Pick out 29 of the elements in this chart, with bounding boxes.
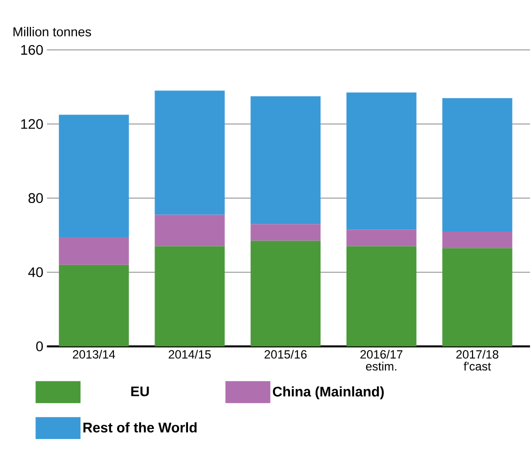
bar — [442, 231, 512, 248]
x-tick-label: 2017/18 f'cast — [456, 350, 498, 370]
bar — [442, 248, 512, 346]
y-tick-label: 80 — [28, 193, 43, 203]
y-tick-label: 0 — [36, 341, 43, 352]
bar — [154, 90, 225, 215]
x-tick-label: 2014/15 — [168, 350, 211, 359]
bar — [58, 236, 129, 265]
bar — [442, 98, 512, 232]
bar — [154, 214, 225, 246]
bar — [58, 114, 129, 237]
bar — [58, 264, 129, 346]
y-tick-label: 40 — [28, 267, 43, 278]
bar — [346, 246, 416, 346]
x-tick-label: 2016/17 estim. — [360, 350, 402, 370]
legend-label: Rest of the World — [83, 422, 197, 432]
bar — [250, 96, 321, 224]
bar — [250, 240, 321, 346]
bar — [250, 224, 321, 241]
x-tick-label: 2015/16 — [264, 350, 307, 359]
y-tick-label: 160 — [21, 44, 43, 55]
y-tick-label: 120 — [21, 119, 43, 129]
bar — [346, 92, 416, 230]
bar — [154, 246, 225, 346]
x-tick-label: 2013/14 — [72, 350, 116, 359]
legend-label: China (Mainland) — [272, 386, 384, 400]
text: EU — [131, 386, 149, 396]
bar — [346, 230, 416, 246]
y-axis-title: Million tonnes — [14, 26, 92, 36]
